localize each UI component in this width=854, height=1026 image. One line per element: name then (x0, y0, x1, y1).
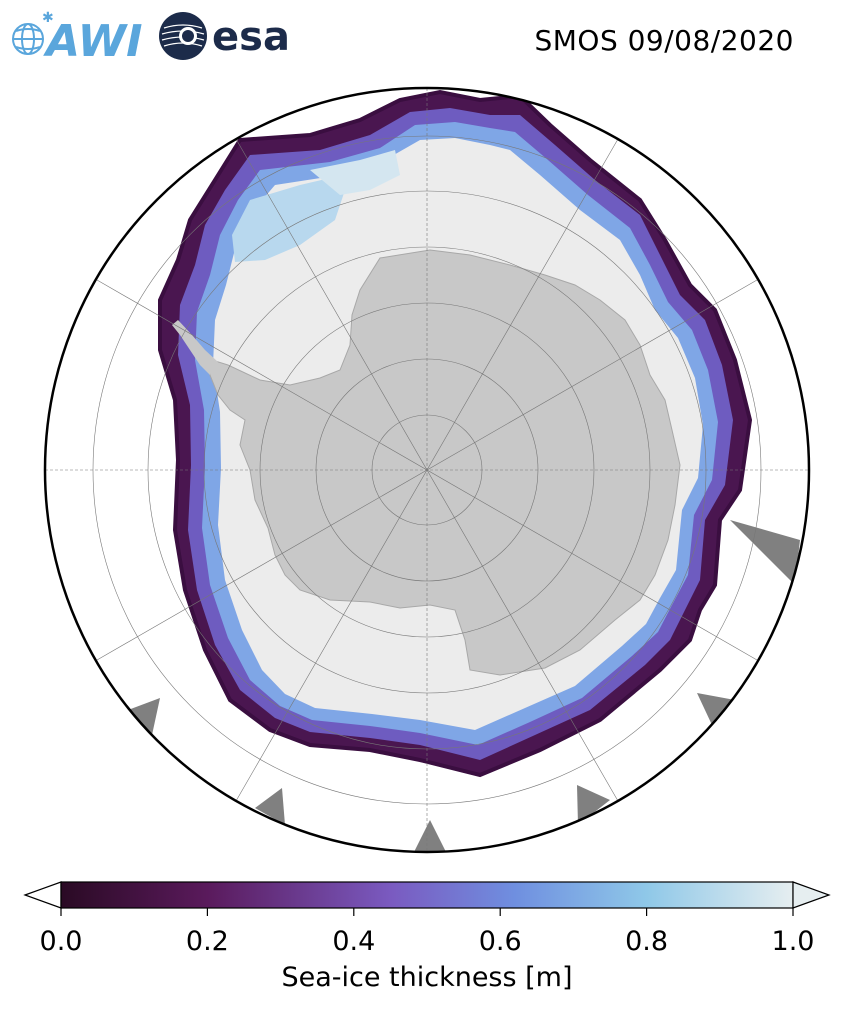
star-icon: ✱ (42, 10, 54, 26)
land-mask-wedge (410, 820, 450, 852)
antarctica-landmass (209, 249, 681, 676)
map-border (43, 86, 811, 854)
colorbar-gradient (60, 881, 794, 909)
colorbar-extend-low (23, 881, 62, 909)
colorbar-ticks: 0.0 0.2 0.4 0.6 0.8 1.0 (40, 908, 815, 957)
colorbar-tick-label: 0.0 (40, 926, 83, 957)
esa-emblem-icon (159, 12, 207, 60)
esa-logo-text: esa (212, 14, 290, 60)
colorbar-extend-high (792, 881, 831, 909)
colorbar-tick-label: 0.4 (332, 926, 375, 957)
awi-logo: ✱ AWI (12, 10, 143, 64)
esa-logo: esa (159, 12, 290, 60)
weddell-blue-patch (232, 178, 345, 262)
land-mask-wedge (255, 788, 285, 825)
map-title: SMOS 09/08/2020 (534, 24, 794, 57)
land-mask-wedge (577, 785, 610, 825)
sea-ice-map (43, 86, 811, 854)
colorbar-tick-label: 0.8 (625, 926, 668, 957)
land-mask-wedge (730, 520, 800, 585)
land-mask-wedge (697, 693, 735, 725)
awi-globe-icon (12, 23, 44, 55)
colorbar: 0.0 0.2 0.4 0.6 0.8 1.0 (23, 881, 831, 957)
awi-logo-text: AWI (43, 16, 143, 64)
colorbar-tick-label: 0.6 (479, 926, 522, 957)
graticule (45, 88, 809, 852)
colorbar-label: Sea-ice thickness [m] (281, 962, 573, 993)
weddell-blue-patch-2 (310, 150, 400, 195)
land-mask-wedge (128, 698, 160, 735)
header: ✱ AWI esa SMOS 09/08/2020 (0, 0, 854, 80)
colorbar-tick-label: 0.2 (186, 926, 229, 957)
colorbar-tick-label: 1.0 (772, 926, 815, 957)
